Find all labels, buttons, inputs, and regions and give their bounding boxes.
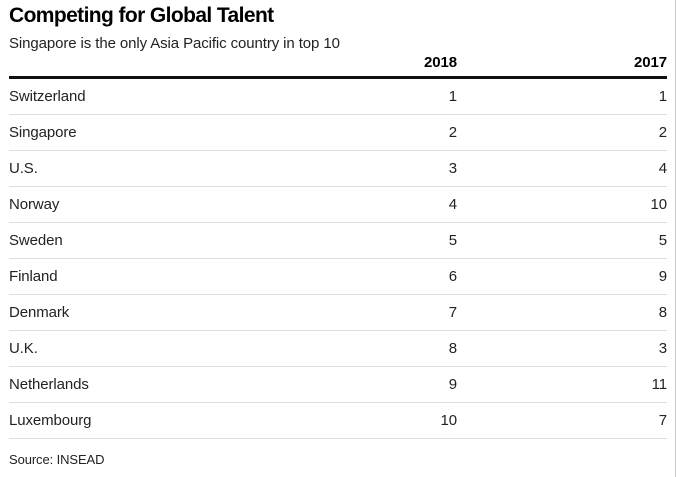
rank-2017-cell: 1: [658, 88, 667, 106]
table-row: Netherlands 9 11: [9, 367, 667, 404]
country-cell: Luxembourg: [9, 412, 92, 430]
rank-2017-cell: 8: [658, 304, 667, 322]
rank-2018-cell: 8: [448, 340, 457, 358]
rank-2018-cell: 1: [448, 88, 457, 106]
table-row: Sweden 5 5: [9, 223, 667, 260]
table-body: Switzerland 1 1 Singapore 2 2 U.S. 3 4 Norway 4 10 S…: [9, 79, 668, 440]
country-cell: Denmark: [9, 304, 70, 322]
rank-2017-cell: 3: [658, 340, 667, 358]
rank-2018-cell: 5: [448, 232, 457, 250]
table-header: 2018 2017: [9, 54, 667, 80]
rank-2017-cell: 11: [651, 376, 667, 394]
country-cell: Norway: [9, 196, 60, 214]
rank-2017-cell: 4: [658, 160, 667, 178]
country-cell: Singapore: [9, 124, 77, 142]
rank-2017-cell: 10: [650, 196, 668, 214]
country-cell: Switzerland: [9, 88, 86, 106]
rank-2018-cell: 10: [440, 412, 458, 430]
rank-2017-cell: 7: [658, 412, 667, 430]
rank-2018-cell: 4: [448, 196, 457, 214]
chart-title: Competing for Global Talent: [9, 4, 274, 27]
rank-2018-cell: 9: [448, 376, 457, 394]
rank-2017-cell: 9: [658, 268, 667, 286]
header-2018: 2018: [424, 54, 457, 72]
country-cell: Finland: [9, 268, 58, 286]
rank-2017-cell: 5: [658, 232, 667, 250]
table-row: Luxembourg 10 7: [9, 403, 667, 440]
country-cell: Sweden: [9, 232, 63, 250]
table-row: Denmark 7 8: [9, 295, 667, 332]
table-row: Singapore 2 2: [9, 115, 667, 152]
table-row: U.S. 3 4: [9, 151, 667, 188]
rank-2017-cell: 2: [658, 124, 667, 142]
source-label: Source: INSEAD: [9, 452, 105, 468]
table-row: Switzerland 1 1: [9, 79, 667, 116]
country-cell: U.K.: [9, 340, 38, 358]
chart-subtitle: Singapore is the only Asia Pacific count…: [9, 35, 340, 53]
country-cell: Netherlands: [9, 376, 89, 394]
table-row: Finland 6 9: [9, 259, 667, 296]
table-row: Norway 4 10: [9, 187, 668, 224]
header-2017: 2017: [634, 54, 667, 72]
rank-2018-cell: 7: [448, 304, 457, 322]
country-cell: U.S.: [9, 160, 38, 178]
rank-2018-cell: 2: [448, 124, 457, 142]
rank-2018-cell: 3: [448, 160, 457, 178]
table-row: U.K. 8 3: [9, 331, 667, 368]
rank-2018-cell: 6: [448, 268, 457, 286]
